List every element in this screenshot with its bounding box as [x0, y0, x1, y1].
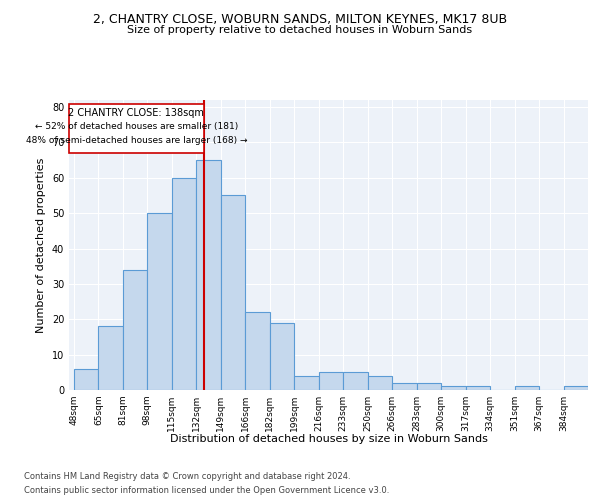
Bar: [515, 386, 539, 390]
Bar: [123, 270, 148, 390]
Bar: [196, 160, 221, 390]
Bar: [245, 312, 270, 390]
Bar: [466, 386, 490, 390]
Text: Size of property relative to detached houses in Woburn Sands: Size of property relative to detached ho…: [127, 25, 473, 35]
X-axis label: Distribution of detached houses by size in Woburn Sands: Distribution of detached houses by size …: [170, 434, 487, 444]
Bar: [319, 372, 343, 390]
Bar: [343, 372, 368, 390]
Text: 2 CHANTRY CLOSE: 138sqm: 2 CHANTRY CLOSE: 138sqm: [68, 108, 204, 118]
Bar: [563, 386, 588, 390]
Bar: [416, 383, 441, 390]
Bar: [441, 386, 466, 390]
Bar: [270, 323, 294, 390]
Bar: [368, 376, 392, 390]
Bar: [98, 326, 123, 390]
Bar: [172, 178, 196, 390]
Y-axis label: Number of detached properties: Number of detached properties: [36, 158, 46, 332]
Bar: [294, 376, 319, 390]
Text: 2, CHANTRY CLOSE, WOBURN SANDS, MILTON KEYNES, MK17 8UB: 2, CHANTRY CLOSE, WOBURN SANDS, MILTON K…: [93, 12, 507, 26]
Text: ← 52% of detached houses are smaller (181): ← 52% of detached houses are smaller (18…: [35, 122, 238, 131]
Text: Contains HM Land Registry data © Crown copyright and database right 2024.: Contains HM Land Registry data © Crown c…: [24, 472, 350, 481]
Bar: [74, 369, 98, 390]
FancyBboxPatch shape: [69, 104, 203, 153]
Bar: [392, 383, 416, 390]
Text: 48% of semi-detached houses are larger (168) →: 48% of semi-detached houses are larger (…: [26, 136, 247, 145]
Bar: [148, 213, 172, 390]
Bar: [221, 196, 245, 390]
Text: Contains public sector information licensed under the Open Government Licence v3: Contains public sector information licen…: [24, 486, 389, 495]
